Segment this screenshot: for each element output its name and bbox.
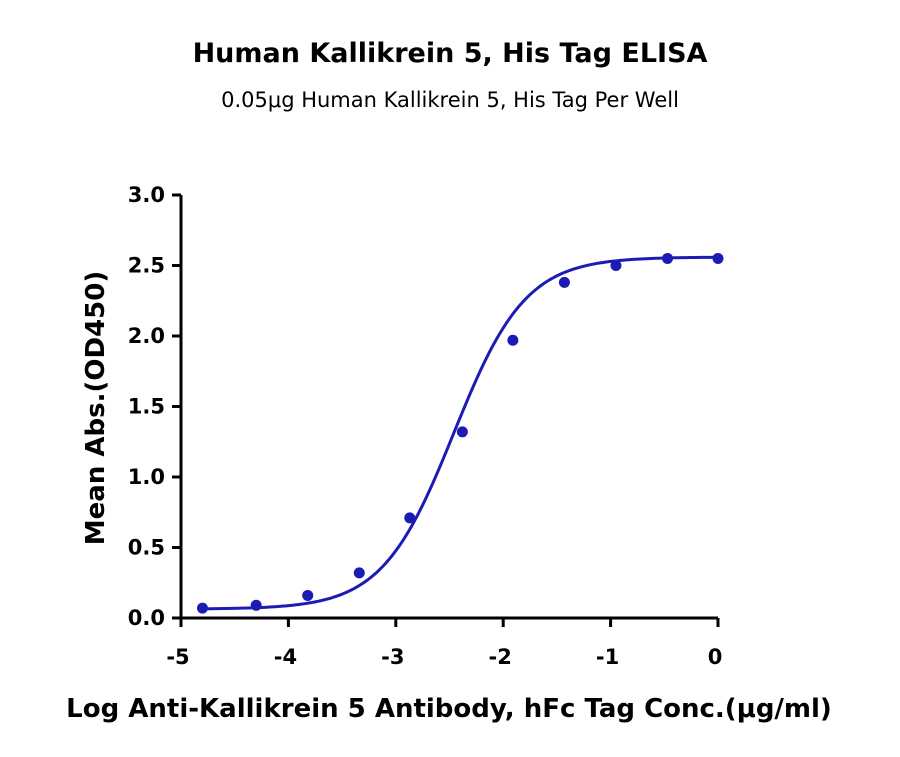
data-point — [712, 252, 724, 264]
data-points-layer — [196, 252, 724, 614]
x-tick-label: -4 — [274, 645, 297, 669]
data-point — [196, 602, 208, 614]
fit-curve-layer — [202, 255, 719, 611]
data-point — [662, 252, 674, 264]
x-tick-label: -1 — [596, 645, 619, 669]
data-point — [558, 276, 570, 288]
x-tick-label: -5 — [166, 645, 189, 669]
y-tick-label: 3.0 — [128, 183, 165, 207]
chart-title: Human Kallikrein 5, His Tag ELISA — [193, 38, 708, 69]
data-point — [250, 599, 262, 611]
y-tick-label: 1.0 — [128, 465, 165, 489]
data-point — [507, 334, 519, 346]
fit-curve — [202, 255, 719, 611]
data-point — [353, 567, 365, 579]
x-tick-label: -3 — [381, 645, 404, 669]
y-tick-label: 1.5 — [128, 395, 165, 419]
y-tick-label: 2.5 — [128, 254, 165, 278]
data-point — [302, 589, 314, 601]
axes: 0.0 0.5 1.0 1.5 2.0 2.5 3.0 -5 -4 -3 -2 -1 0 — [128, 183, 723, 669]
x-axis-title: Log Anti-Kallikrein 5 Antibody, hFc Tag … — [66, 694, 832, 724]
data-point — [456, 426, 468, 438]
data-point — [404, 512, 416, 524]
y-tick-label: 0.5 — [128, 536, 165, 560]
y-tick-label: 2.0 — [128, 324, 165, 348]
y-tick-label: 0.0 — [128, 606, 165, 630]
x-tick-label: -2 — [489, 645, 512, 669]
data-point — [610, 260, 622, 271]
chart-subtitle: 0.05μg Human Kallikrein 5, His Tag Per W… — [221, 88, 679, 112]
x-tick-label: 0 — [708, 645, 723, 669]
y-axis-title: Mean Abs.(OD450) — [81, 271, 111, 545]
